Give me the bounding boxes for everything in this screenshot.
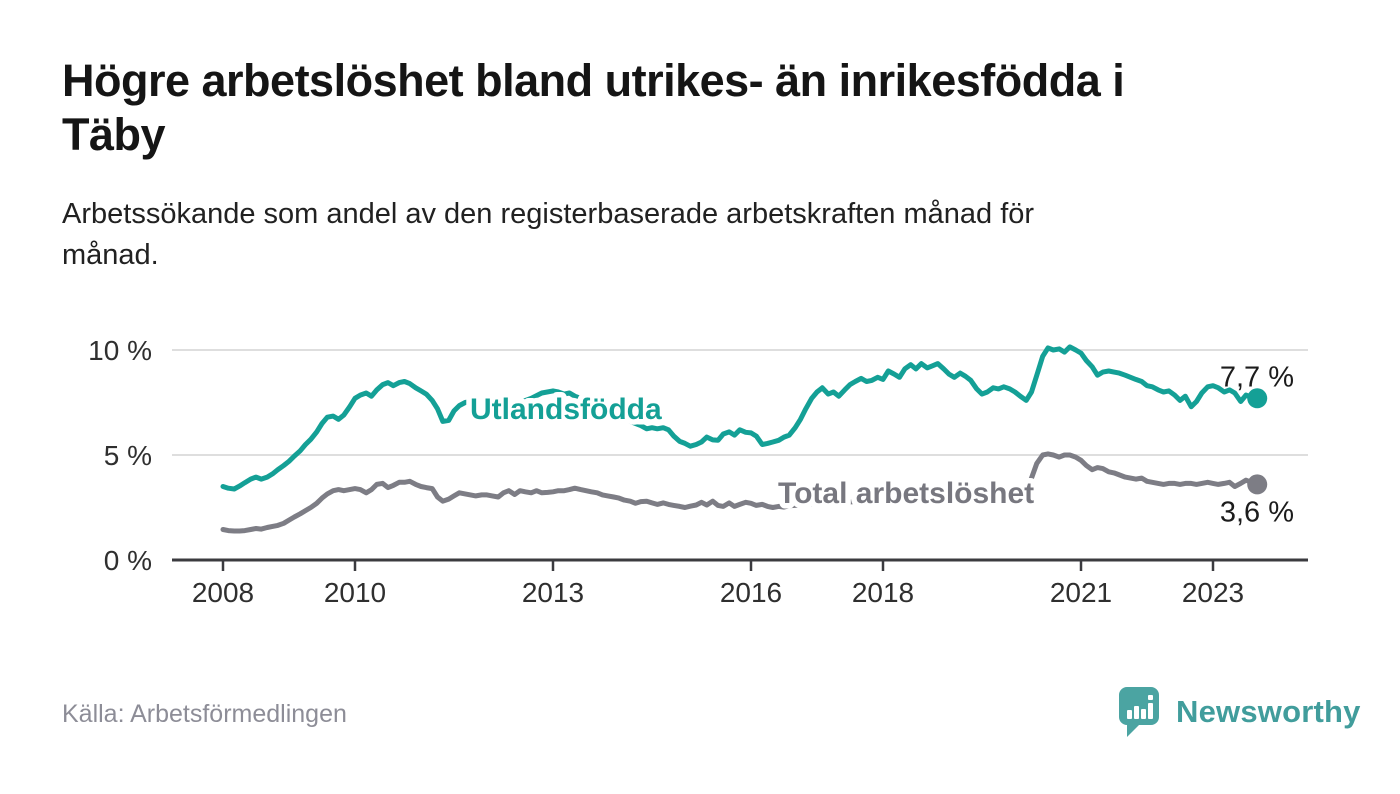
- page-title-line-2: Täby: [62, 108, 166, 160]
- logo-exclamation-dot: [1148, 695, 1153, 700]
- x-tick-label-2016: 2016: [720, 577, 782, 608]
- end-value-label-total-arbetsloshet: 3,6 %: [1220, 496, 1294, 528]
- x-tick-label-2013: 2013: [522, 577, 584, 608]
- page-subtitle-line-2: månad.: [62, 238, 159, 271]
- x-tick-label-2023: 2023: [1182, 577, 1244, 608]
- end-dot-utlandsfodda: [1247, 388, 1268, 409]
- newsworthy-logo-icon: [1119, 687, 1159, 737]
- page-subtitle-line-1: Arbetssökande som andel av den registerb…: [62, 198, 1035, 230]
- y-tick-label-0: 0 %: [104, 545, 152, 576]
- series-line-utlandsfodda: [220, 344, 1260, 492]
- end-value-label-utlandsfodda: 7,7 %: [1220, 361, 1294, 393]
- end-dot-total-arbetsloshet: [1247, 474, 1268, 495]
- newsworthy-logo: Newsworthy: [1116, 684, 1361, 740]
- x-tick-label-2021: 2021: [1050, 577, 1112, 608]
- brand-name: Newsworthy: [1176, 694, 1361, 729]
- y-tick-label-10: 10 %: [88, 335, 152, 366]
- page-title: Högre arbetslöshet bland utrikes- än inr…: [62, 54, 1342, 161]
- page-title-line-1: Högre arbetslöshet bland utrikes- än inr…: [62, 55, 1125, 106]
- page-subtitle: Arbetssökande som andel av den registerb…: [62, 194, 1262, 275]
- series-label-utlandsfodda: Utlandsfödda: [470, 393, 662, 426]
- logo-bar-3: [1141, 709, 1146, 719]
- x-tick-label-2018: 2018: [852, 577, 914, 608]
- logo-bar-1: [1127, 710, 1132, 719]
- source-note: Källa: Arbetsförmedlingen: [62, 700, 347, 728]
- y-tick-label-5: 5 %: [104, 440, 152, 471]
- series-label-total-arbetsloshet: Total arbetslöshet: [778, 477, 1034, 510]
- x-tick-label-2008: 2008: [192, 577, 254, 608]
- logo-exclamation-bar: [1148, 703, 1153, 719]
- series-line-total-arbetsloshet: [220, 451, 1260, 534]
- logo-bar-2: [1134, 706, 1139, 719]
- x-tick-label-2010: 2010: [324, 577, 386, 608]
